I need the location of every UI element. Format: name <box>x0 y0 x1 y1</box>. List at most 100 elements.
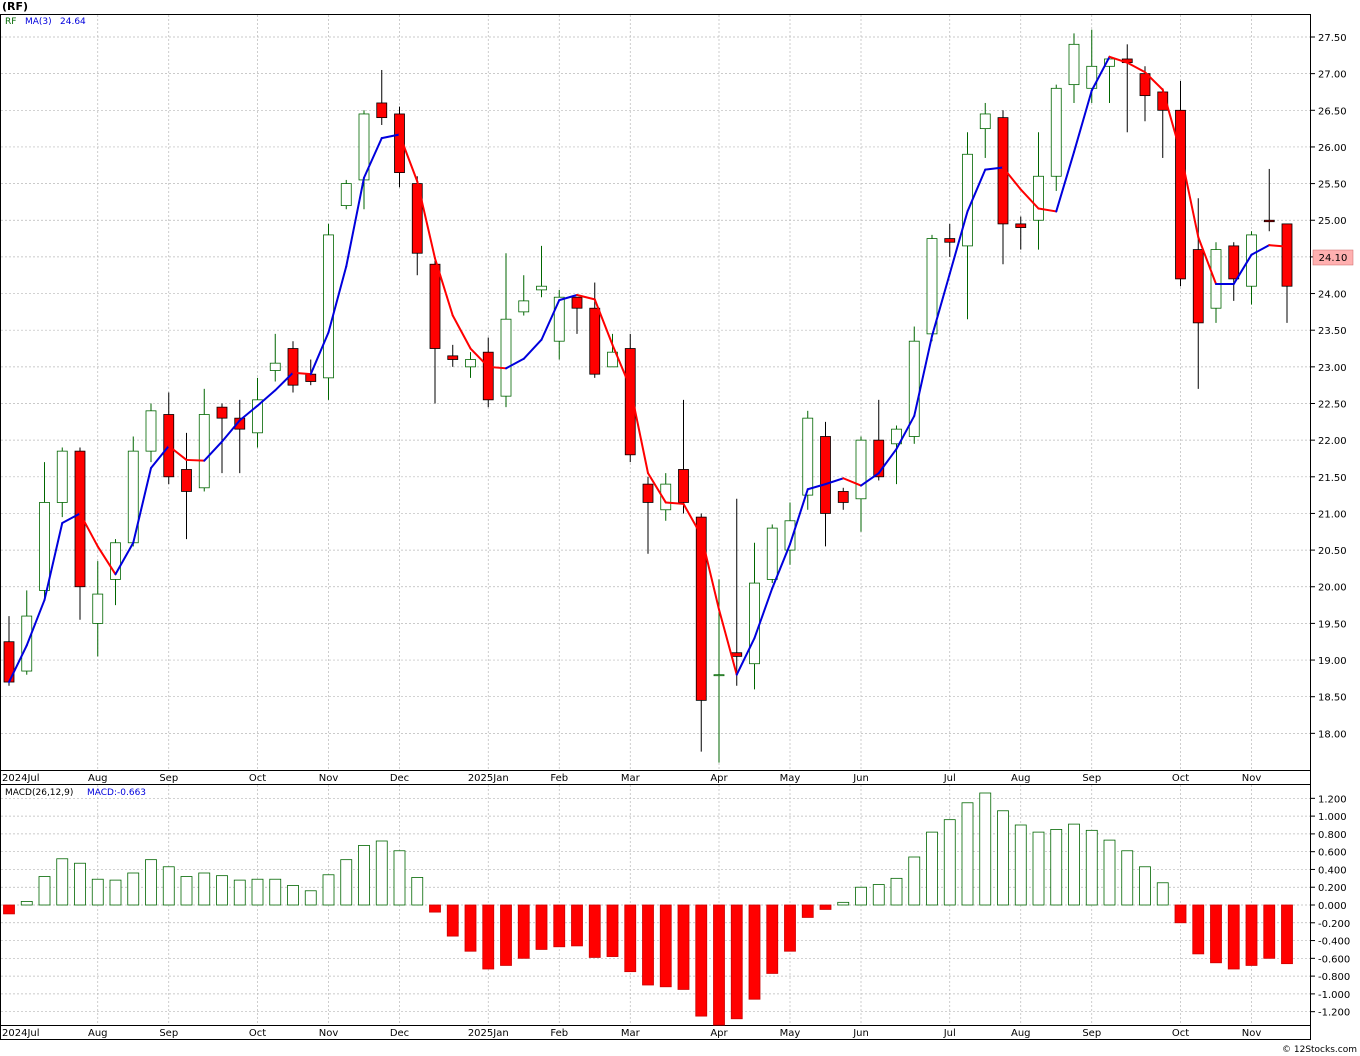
candle-body <box>607 351 618 368</box>
candle-body <box>1050 87 1062 177</box>
candle-body <box>926 238 938 335</box>
candle-body <box>731 652 743 657</box>
candle-body <box>394 113 405 173</box>
date-label: 2024Jul <box>2 773 40 784</box>
ma-segment <box>931 272 951 338</box>
candle-body <box>216 406 228 419</box>
macd-bar <box>446 904 459 937</box>
macd-bar <box>837 901 850 906</box>
macd-tick-label: -0.400 <box>1318 937 1350 948</box>
candle-body <box>518 300 530 313</box>
macd-bar <box>553 904 566 948</box>
candle-body <box>145 410 157 452</box>
macd-bar <box>162 866 175 906</box>
ma-legend: MA(3) <box>25 17 52 27</box>
copyright: © 12Stocks.com <box>1282 1045 1357 1055</box>
candle <box>252 377 263 448</box>
ma-segment <box>238 404 259 422</box>
price-panel-frame <box>0 14 1311 771</box>
date-label: Sep <box>1082 1028 1101 1039</box>
price-tick-label: 26.00 <box>1318 143 1347 154</box>
candle-body <box>1015 223 1027 228</box>
macd-tick-label: 1.200 <box>1318 794 1347 805</box>
price-tick-label: 25.50 <box>1318 180 1347 191</box>
date-label: Nov <box>1242 773 1262 784</box>
price-tick-label: 21.50 <box>1318 473 1347 484</box>
candle <box>429 260 441 404</box>
ma-segment <box>913 335 933 417</box>
macd-bar <box>20 901 33 906</box>
candle-body <box>447 355 459 360</box>
candle-body <box>624 348 636 456</box>
macd-bar <box>535 904 548 950</box>
candle-body <box>713 674 725 677</box>
macd-bar <box>1068 823 1080 906</box>
macd-bar <box>606 904 619 957</box>
macd-bar <box>748 904 761 1000</box>
date-label: May <box>780 1028 801 1039</box>
candle-body <box>1086 65 1098 89</box>
date-label: 2025Jan <box>468 773 509 784</box>
macd-bar <box>1192 904 1205 955</box>
date-label: Aug <box>1011 1028 1031 1039</box>
macd-bar <box>482 904 495 970</box>
macd-bar <box>464 904 477 952</box>
macd-bar <box>642 904 654 986</box>
ma-segment <box>309 331 330 376</box>
macd-bar <box>713 904 725 1026</box>
candle <box>518 275 530 316</box>
candle-body <box>376 102 388 119</box>
candle <box>465 352 476 378</box>
date-label: Feb <box>550 773 568 784</box>
candle-body <box>500 318 512 397</box>
ma-legend-value: 24.64 <box>60 17 86 27</box>
ma-segment <box>416 180 436 260</box>
macd-bar <box>1281 904 1293 965</box>
candle <box>571 296 583 334</box>
ma-segment <box>1268 244 1288 248</box>
date-label: May <box>780 773 801 784</box>
date-label: Oct <box>249 773 266 784</box>
macd-bar <box>1032 831 1045 906</box>
date-label: Mar <box>621 1028 641 1039</box>
candle-body <box>820 436 831 514</box>
macd-bar <box>943 819 956 906</box>
macd-tick-label: 0.000 <box>1318 901 1347 912</box>
ma-segment <box>114 541 135 576</box>
macd-bar <box>588 904 601 958</box>
ma-segment <box>1232 253 1253 286</box>
macd-bar <box>624 904 637 973</box>
date-label: Sep <box>1082 773 1101 784</box>
ma-segment <box>1108 55 1129 64</box>
candle <box>376 69 388 125</box>
macd-bar <box>216 875 228 906</box>
macd-bar <box>1174 904 1187 924</box>
macd-bar <box>1085 829 1098 906</box>
price-tick-label: 21.00 <box>1318 509 1347 520</box>
candle-body <box>1228 245 1240 280</box>
date-label: Sep <box>159 1028 178 1039</box>
candle <box>411 176 423 276</box>
price-grid <box>0 15 1310 770</box>
ma-segment <box>398 133 419 183</box>
macd-bar <box>429 904 441 913</box>
candle <box>624 333 636 463</box>
candle <box>749 542 760 690</box>
candle-body <box>678 469 689 503</box>
candle <box>198 388 210 492</box>
candle-body <box>962 153 973 247</box>
candle <box>607 333 618 368</box>
macd-bar <box>926 831 938 906</box>
price-tick-label: 20.00 <box>1318 583 1347 594</box>
ma-segment <box>61 512 81 524</box>
macd-tick-label: -1.000 <box>1318 990 1350 1001</box>
candle-body <box>39 502 50 591</box>
candle <box>110 539 121 606</box>
date-label: Nov <box>319 773 339 784</box>
ma-segment <box>735 637 756 676</box>
candle <box>92 561 104 657</box>
price-tick-label: 18.50 <box>1318 693 1347 704</box>
macd-bar <box>287 885 299 906</box>
date-label: Sep <box>159 773 178 784</box>
date-label: Oct <box>1172 773 1189 784</box>
